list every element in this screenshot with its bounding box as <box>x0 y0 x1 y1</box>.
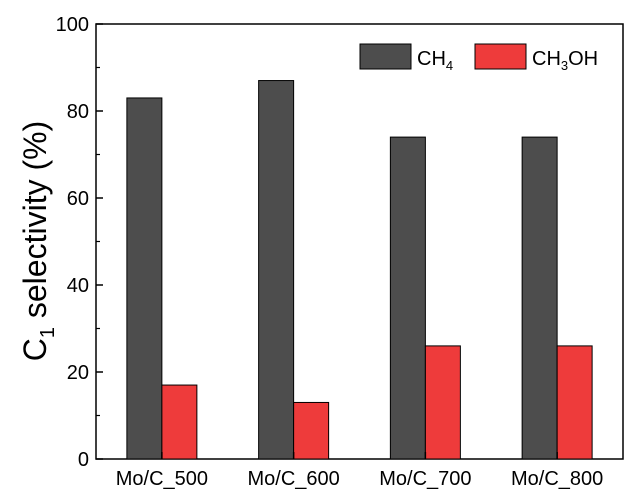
x-tick-label: Mo/C_800 <box>511 468 603 490</box>
y-tick-label: 80 <box>67 101 89 123</box>
bar-ch4 <box>521 136 558 460</box>
legend-swatch-ch4 <box>359 43 412 70</box>
y-axis-title-tail: selectivity (%) <box>17 121 53 327</box>
y-tick-label: 100 <box>56 14 89 36</box>
legend-label-ch3oh: CH3OH <box>532 48 598 73</box>
x-axis: Mo/C_500 Mo/C_600 Mo/C_700 Mo/C_800 <box>116 452 603 490</box>
x-tick-label: Mo/C_700 <box>379 468 471 490</box>
bar-ch3oh <box>424 345 461 460</box>
y-axis-title-main: C <box>17 338 53 361</box>
y-axis-title-sub: 1 <box>37 327 59 338</box>
x-tick-label: Mo/C_600 <box>247 468 339 490</box>
y-tick-label: 60 <box>67 188 89 210</box>
y-tick-label: 40 <box>67 275 89 297</box>
legend-swatch-ch3oh <box>474 43 527 70</box>
bar-ch3oh <box>293 401 330 460</box>
bar-ch3oh <box>556 345 593 460</box>
bar-ch4 <box>126 97 163 460</box>
legend: CH4 CH3OH <box>359 43 598 73</box>
legend-label-ch4: CH4 <box>417 48 453 73</box>
y-tick-label: 0 <box>78 449 89 471</box>
y-axis-title: C1 selectivity (%) <box>17 121 59 361</box>
y-axis: 0 20 40 60 80 100 <box>56 14 103 471</box>
bars-group <box>126 80 593 460</box>
x-tick-label: Mo/C_500 <box>116 468 208 490</box>
bar-ch4 <box>389 136 426 460</box>
y-tick-label: 20 <box>67 362 89 384</box>
bar-ch4 <box>258 80 295 460</box>
bar-ch3oh <box>161 384 198 460</box>
